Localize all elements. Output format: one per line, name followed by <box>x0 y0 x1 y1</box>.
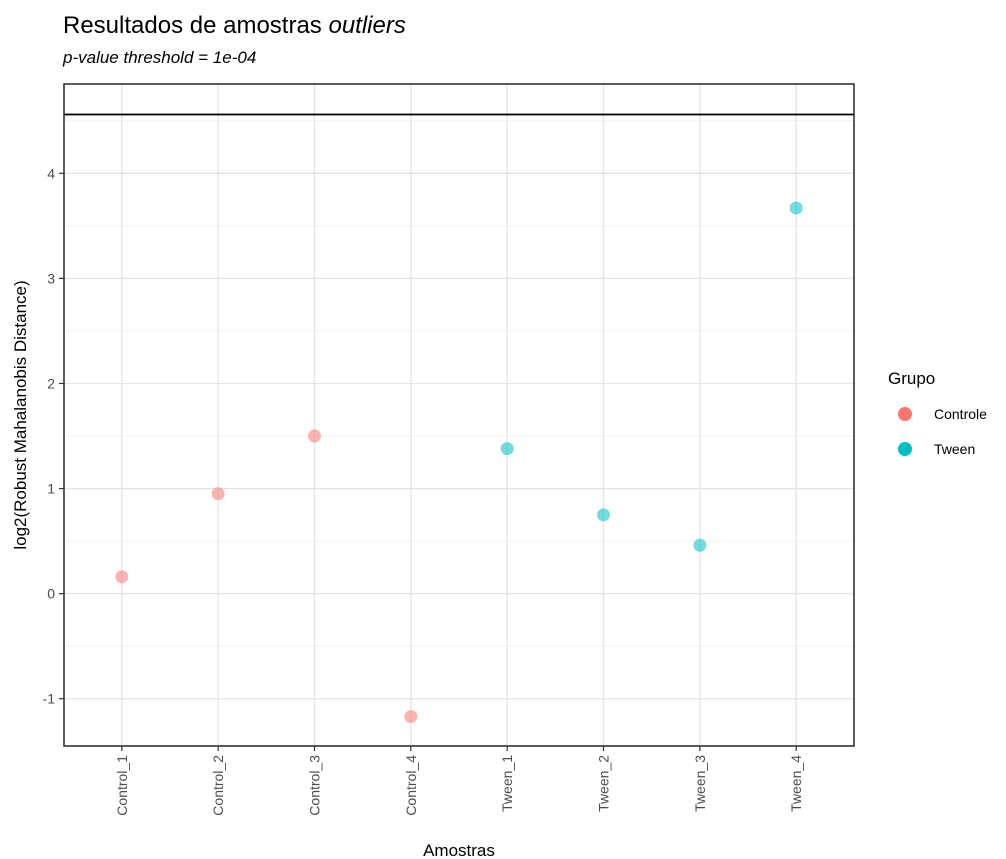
x-axis-ticks: Control_1 Control_2 Control_3 Control_4 Twee… <box>114 746 804 816</box>
x-tick-label: Tween_3 <box>692 755 708 812</box>
data-point-control-2 <box>211 487 225 501</box>
y-tick-label: 1 <box>47 481 55 497</box>
legend-label-controle: Controle <box>934 406 987 422</box>
legend-title: Grupo <box>888 369 935 388</box>
data-point-control-4 <box>404 710 418 724</box>
plot-panel-border <box>63 83 855 747</box>
x-tick-label: Control_1 <box>114 755 130 816</box>
y-axis-ticks: -1 0 1 2 3 4 <box>43 165 64 707</box>
legend-key-controle <box>898 407 912 421</box>
y-tick-label: 3 <box>47 270 55 286</box>
x-tick-label: Tween_1 <box>499 755 515 812</box>
legend: Grupo Controle Tween <box>888 369 987 457</box>
y-tick-label: -1 <box>43 691 56 707</box>
x-tick-label: Control_2 <box>210 755 226 816</box>
x-tick-label: Tween_2 <box>596 755 612 812</box>
chart-title-emphasis: outliers <box>328 12 406 39</box>
data-point-control-1 <box>115 570 129 584</box>
x-tick-label: Control_3 <box>306 755 322 816</box>
x-tick-label: Tween_4 <box>788 755 804 812</box>
chart-title: Resultados de amostras outliers <box>63 12 406 40</box>
grid-lines <box>64 84 854 746</box>
data-point-tween-4 <box>789 201 803 215</box>
x-axis-title: Amostras <box>423 841 495 859</box>
y-tick-label: 2 <box>47 375 55 391</box>
y-tick-label: 4 <box>47 165 55 181</box>
chart-title-text: Resultados de amostras <box>63 12 322 39</box>
data-point-tween-3 <box>693 538 707 552</box>
legend-label-tween: Tween <box>934 441 975 457</box>
legend-key-tween <box>898 442 912 456</box>
y-tick-label: 0 <box>47 586 55 602</box>
data-point-control-3 <box>307 429 321 443</box>
y-axis-title: log2(Robust Mahalanobis Distance) <box>11 280 30 549</box>
x-tick-label: Control_4 <box>403 755 419 816</box>
chart-subtitle: p-value threshold = 1e-04 <box>63 48 257 67</box>
data-point-tween-2 <box>597 508 611 522</box>
data-points <box>115 201 803 724</box>
data-point-tween-1 <box>500 442 514 456</box>
